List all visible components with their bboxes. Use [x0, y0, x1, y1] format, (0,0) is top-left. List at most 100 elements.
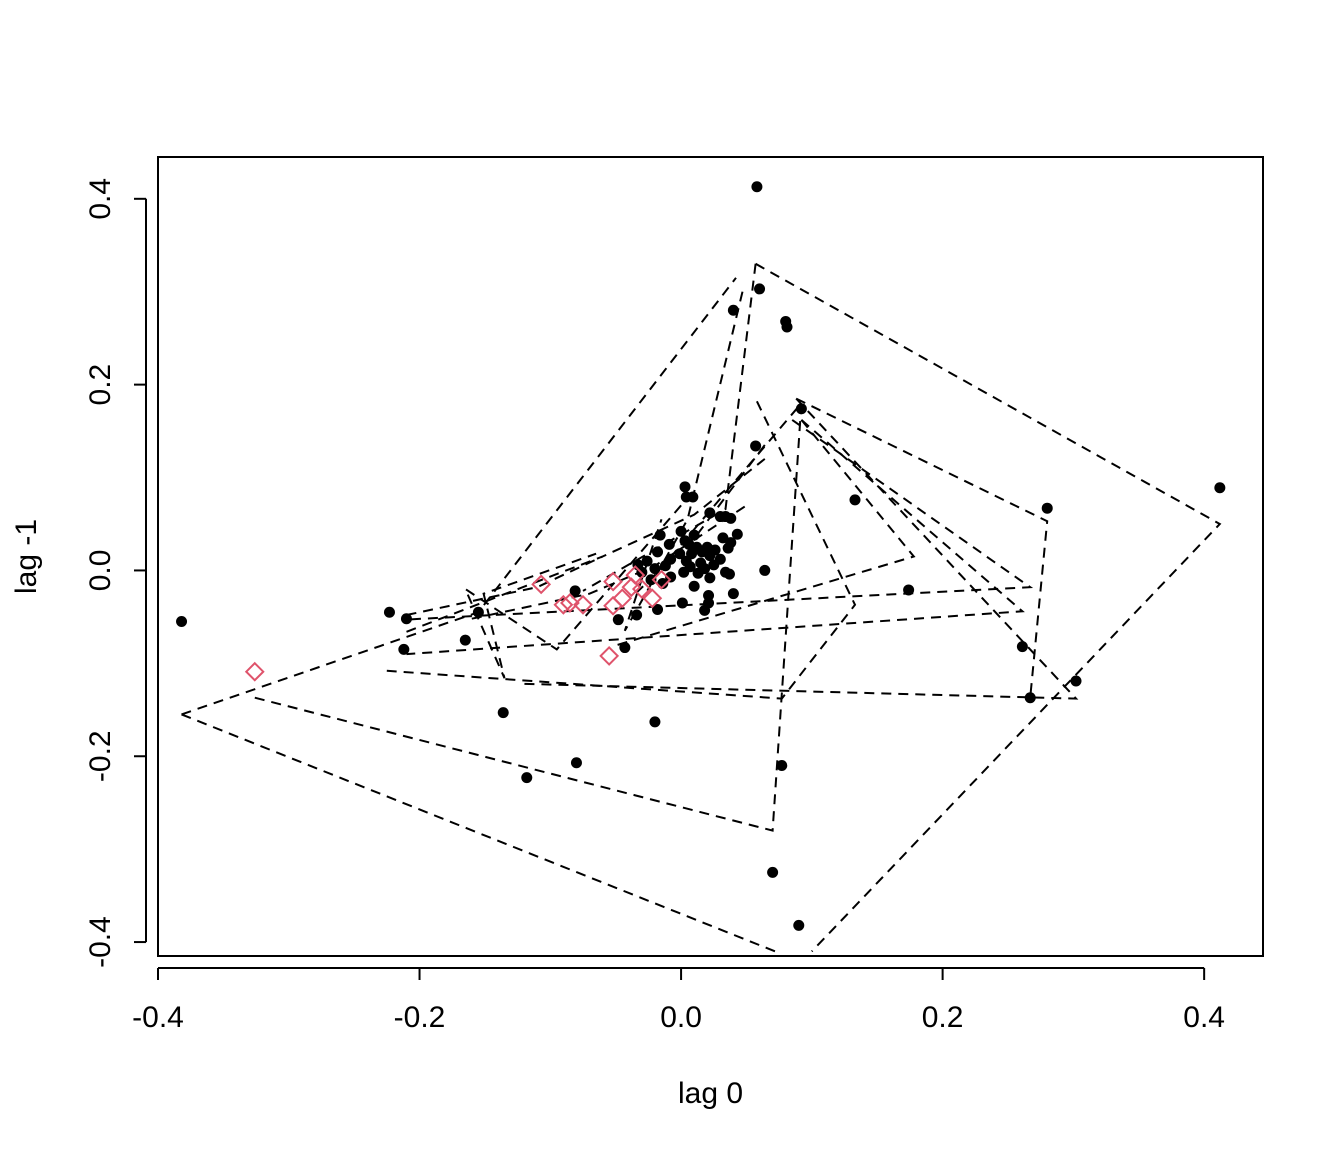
data-point [751, 181, 763, 193]
data-point [723, 568, 735, 580]
data-point [674, 548, 686, 560]
hull-line [611, 419, 916, 648]
data-point [398, 643, 410, 655]
data-point [687, 491, 699, 503]
data-point [704, 572, 716, 584]
data-point [722, 542, 734, 554]
data-point [731, 528, 743, 540]
data-point [692, 567, 704, 579]
data-point [631, 609, 643, 621]
highlighted-point [244, 661, 265, 682]
data-point [641, 555, 653, 567]
data-point [849, 494, 861, 506]
data-point [678, 566, 690, 578]
x-tick-label: 0.2 [922, 1001, 964, 1034]
x-tick-label: 0.0 [660, 1001, 702, 1034]
data-point [665, 571, 677, 583]
hull-line [755, 262, 1222, 953]
axes: -0.4 -0.2 0.0 0.2 0.4 -0.4 -0.2 0.0 0.2 0.4 [84, 178, 1225, 1034]
data-point [675, 525, 687, 537]
data-point [754, 283, 766, 295]
data-point [727, 304, 739, 316]
data-point [759, 564, 771, 576]
data-point [1024, 692, 1036, 704]
hull-line [522, 397, 1079, 700]
y-tick-label: 0.0 [84, 550, 117, 592]
x-axis-title: lag 0 [678, 1077, 743, 1110]
hull-line [582, 263, 757, 592]
data-point [400, 613, 412, 625]
highlighted-point [560, 593, 580, 613]
data-point [569, 585, 581, 597]
highlighted-point [599, 645, 620, 666]
highlighted-point [603, 571, 623, 592]
data-point [497, 707, 509, 719]
data-point [459, 634, 471, 646]
data-point [727, 588, 739, 600]
y-tick-label: 0.4 [84, 178, 117, 220]
data-point [781, 321, 793, 333]
data-point [649, 716, 661, 728]
data-point [708, 559, 720, 571]
data-point [903, 584, 915, 596]
data-point [750, 440, 762, 452]
highlighted-point [642, 588, 663, 609]
data-point [645, 574, 657, 586]
y-tick-label: -0.4 [84, 916, 117, 968]
y-tick-label: 0.2 [84, 364, 117, 406]
data-point [570, 757, 582, 769]
data-point [663, 538, 675, 550]
hull-line [406, 458, 766, 633]
highlighted-point [612, 588, 633, 609]
highlighted-point [651, 569, 672, 590]
data-point [688, 529, 700, 541]
highlighted-point [553, 594, 574, 615]
highlighted-point [625, 565, 646, 585]
highlighted-point [531, 574, 552, 595]
data-point [652, 603, 664, 615]
hull-line [634, 444, 766, 595]
data-point [659, 560, 671, 572]
data-point [619, 642, 631, 654]
data-point [521, 772, 533, 784]
data-point [795, 403, 807, 415]
data-point [612, 614, 624, 626]
data-point [383, 606, 395, 618]
data-point [472, 606, 484, 618]
data-point [725, 512, 737, 524]
data-point [176, 616, 188, 628]
hull-line [623, 291, 744, 632]
data-point [793, 919, 805, 931]
hull-line [406, 419, 1025, 656]
data-point [1016, 641, 1028, 653]
data-point [704, 550, 716, 562]
data-point [649, 563, 661, 575]
data-point [767, 866, 779, 878]
hull-line [181, 713, 776, 953]
data-point [776, 760, 788, 772]
y-axis-title: lag -1 [10, 519, 43, 594]
data-point [699, 604, 711, 616]
data-points [176, 181, 1226, 931]
data-point [679, 481, 691, 493]
x-tick-label: -0.4 [132, 1001, 184, 1034]
x-tick-label: 0.4 [1183, 1001, 1225, 1034]
data-point [1214, 482, 1226, 494]
data-point [688, 580, 700, 592]
hull-line [463, 504, 682, 679]
data-point [704, 507, 716, 519]
hull-line [254, 400, 803, 832]
hull-line [795, 397, 1049, 698]
data-point [654, 529, 666, 541]
plot-frame [157, 156, 1264, 957]
data-point [652, 546, 664, 558]
hull-line [403, 419, 1034, 621]
data-point [676, 597, 688, 609]
hull-line [471, 504, 748, 620]
data-point [1041, 502, 1053, 514]
highlighted-point [631, 579, 652, 599]
y-tick-label: -0.2 [84, 730, 117, 782]
x-tick-label: -0.2 [394, 1001, 446, 1034]
data-point [1070, 675, 1082, 687]
